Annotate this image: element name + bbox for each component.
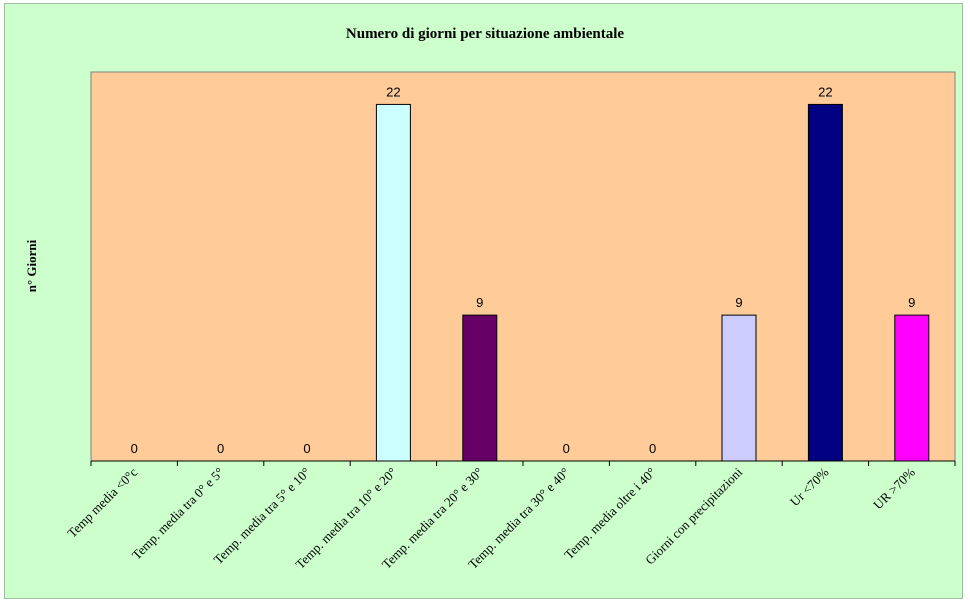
bar-8 — [807, 103, 843, 462]
y-axis-label: n° Giorni — [24, 239, 39, 292]
data-label-2: 0 — [303, 441, 310, 456]
data-label-0: 0 — [131, 441, 138, 456]
x-tick-label-7: Giorni con precipitazioni — [642, 464, 745, 567]
x-tick-label-2: Temp. media tra 5° e 10° — [211, 465, 314, 568]
data-label-8: 22 — [818, 84, 832, 99]
x-tick-label-6: Temp. media oltre i 40° — [561, 465, 659, 563]
bar-7 — [721, 314, 757, 462]
x-tick-label-1: Temp. media tra 0° e 5° — [129, 465, 227, 563]
chart-title: Numero di giorni per situazione ambienta… — [346, 26, 625, 42]
data-label-6: 0 — [649, 441, 656, 456]
data-label-4: 9 — [476, 295, 483, 310]
data-label-3: 22 — [386, 84, 400, 99]
data-label-5: 0 — [563, 441, 570, 456]
x-tick-label-0: Temp media <0°c — [64, 464, 140, 540]
x-tick-label-8: Ur <70% — [787, 464, 832, 509]
x-tick-label-9: UR >70% — [870, 464, 918, 512]
bar-4 — [462, 314, 498, 462]
data-label-9: 9 — [908, 295, 915, 310]
data-label-1: 0 — [217, 441, 224, 456]
bar-3 — [375, 103, 411, 462]
data-label-7: 9 — [735, 295, 742, 310]
x-tick-label-5: Temp. media tra 30° e 40° — [465, 465, 572, 572]
bar-9 — [894, 314, 930, 462]
